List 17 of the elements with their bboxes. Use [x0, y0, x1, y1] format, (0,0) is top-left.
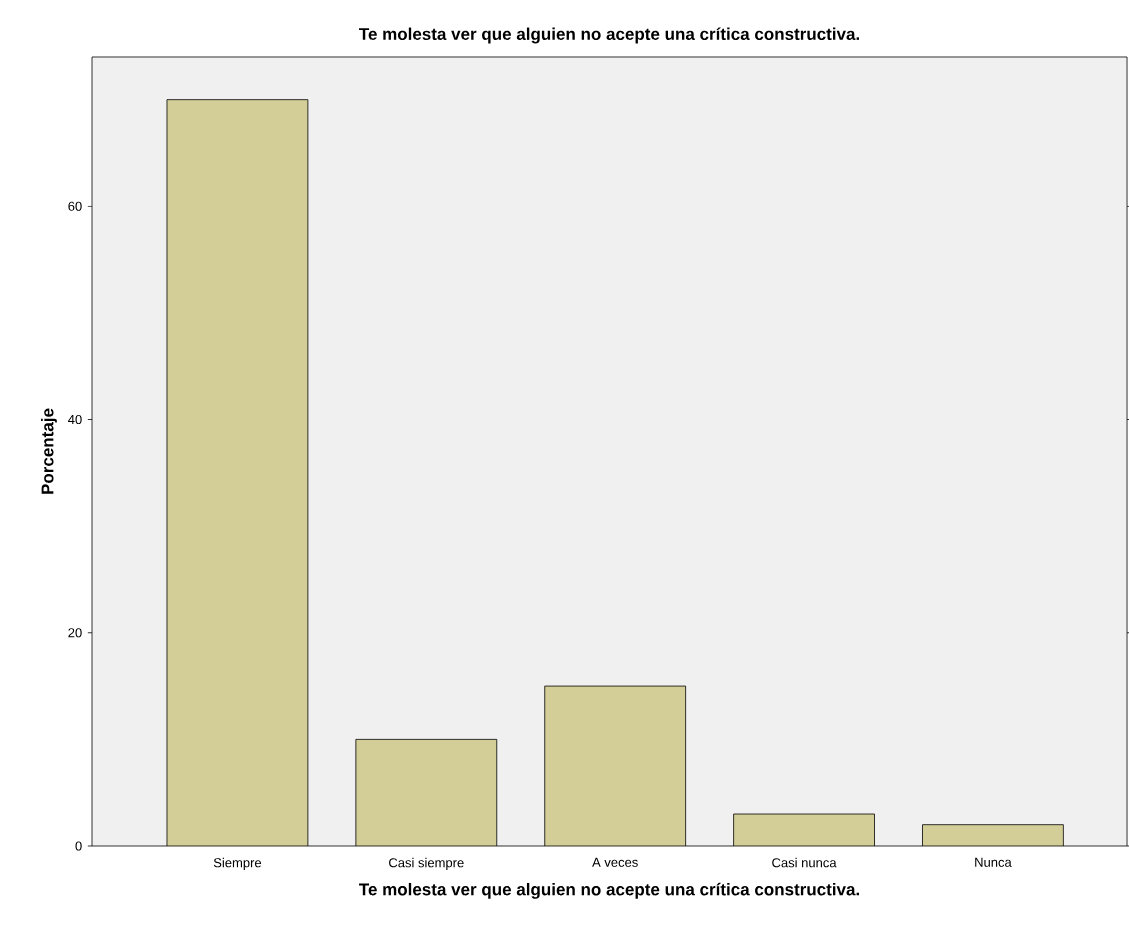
y-tick-label: 60: [68, 201, 82, 211]
bar: [355, 738, 498, 846]
bar: [922, 824, 1064, 846]
x-tick-label: Casi siempre: [389, 857, 464, 870]
y-tick-label: 40: [68, 414, 82, 425]
chart-title: Te molesta ver que alguien no acepte una crítica constructiva.: [359, 27, 860, 44]
y-axis-title: Porcentaje: [41, 408, 57, 494]
bar: [166, 99, 308, 846]
bar: [544, 685, 687, 846]
x-axis-title: Te molesta ver que alguien no acepte una crítica constructiva.: [359, 882, 860, 899]
x-tick-label: Casi nunca: [772, 857, 837, 868]
y-tick-label: 0: [75, 841, 82, 851]
x-tick-label: A veces: [592, 857, 638, 867]
bar: [733, 813, 875, 846]
y-tick-label: 20: [68, 628, 82, 638]
x-tick-label: Siempre: [213, 857, 262, 870]
x-tick-label: Nunca: [975, 857, 1012, 867]
